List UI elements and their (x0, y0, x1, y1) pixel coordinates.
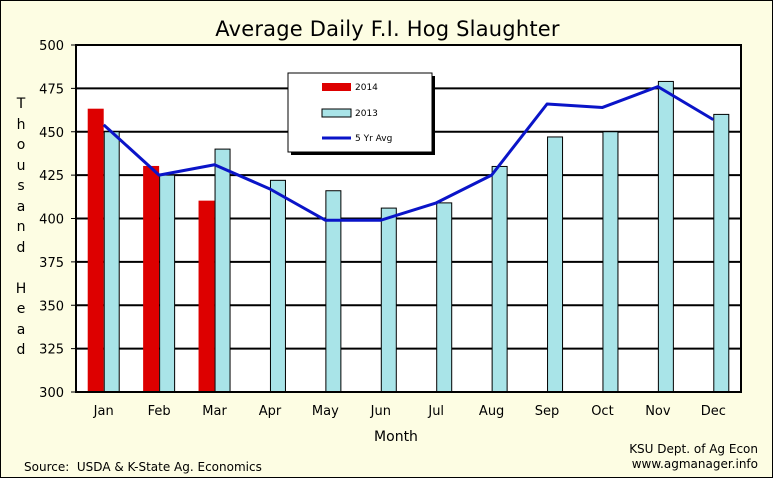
x-tick-label: Sep (535, 404, 560, 419)
legend-label: 5 Yr Avg (355, 134, 392, 144)
bar-2014 (198, 200, 215, 393)
bar-2014 (143, 165, 160, 393)
bar-2013 (214, 148, 231, 393)
y-tick-label: 400 (39, 213, 64, 228)
legend-box (287, 72, 433, 153)
bar-2013 (159, 174, 176, 393)
legend-label: 2013 (355, 109, 378, 119)
x-tick-label: Dec (701, 404, 726, 419)
bar-2013 (380, 207, 397, 393)
x-tick-label: May (312, 404, 339, 419)
bar-2013 (269, 179, 286, 393)
bar-2013 (547, 136, 564, 393)
y-tick-label: 350 (39, 299, 64, 314)
legend-label: 2014 (355, 83, 378, 93)
y-tick-label: 300 (39, 386, 64, 401)
x-tick-label: Feb (148, 404, 171, 419)
x-tick-label: Jan (93, 404, 114, 419)
bar-2013 (713, 113, 730, 393)
x-tick-label: Mar (202, 404, 227, 419)
credit-line-2: www.agmanager.info (631, 457, 758, 471)
x-tick-label: Oct (591, 404, 613, 419)
x-tick-label: Jun (370, 404, 391, 419)
x-tick-label: Nov (645, 404, 671, 419)
line-5yr-avg (102, 85, 715, 222)
bar-2013 (103, 131, 120, 393)
x-tick-label: Apr (259, 404, 282, 419)
y-tick-label: 450 (39, 126, 64, 141)
x-tick-label: Jul (427, 404, 444, 419)
bar-2014 (87, 108, 104, 393)
source-note: Source: USDA & K-State Ag. Economics (24, 460, 262, 474)
legend-swatch-2014 (322, 83, 351, 91)
y-tick-label: 325 (39, 343, 64, 358)
y-tick-label: 500 (39, 39, 64, 54)
bar-2013 (657, 80, 674, 393)
bar-2013 (436, 202, 453, 393)
bar-2013 (491, 165, 508, 393)
credit-line-1: KSU Dept. of Ag Econ (629, 442, 758, 456)
y-tick-label: 375 (39, 256, 64, 271)
bar-2013 (602, 131, 619, 393)
plot-border (75, 44, 742, 393)
y-tick-label: 475 (39, 82, 64, 97)
x-axis-label: Month (374, 429, 418, 445)
y-axis-label: T h o u s a n d H e a d (15, 96, 27, 358)
legend-swatch-2013 (321, 108, 352, 118)
y-tick-label: 425 (39, 169, 64, 184)
credit-note: KSU Dept. of Ag Econ www.agmanager.info (629, 442, 758, 472)
chart-title: Average Daily F.I. Hog Slaughter (215, 17, 560, 41)
x-tick-label: Aug (479, 404, 504, 419)
